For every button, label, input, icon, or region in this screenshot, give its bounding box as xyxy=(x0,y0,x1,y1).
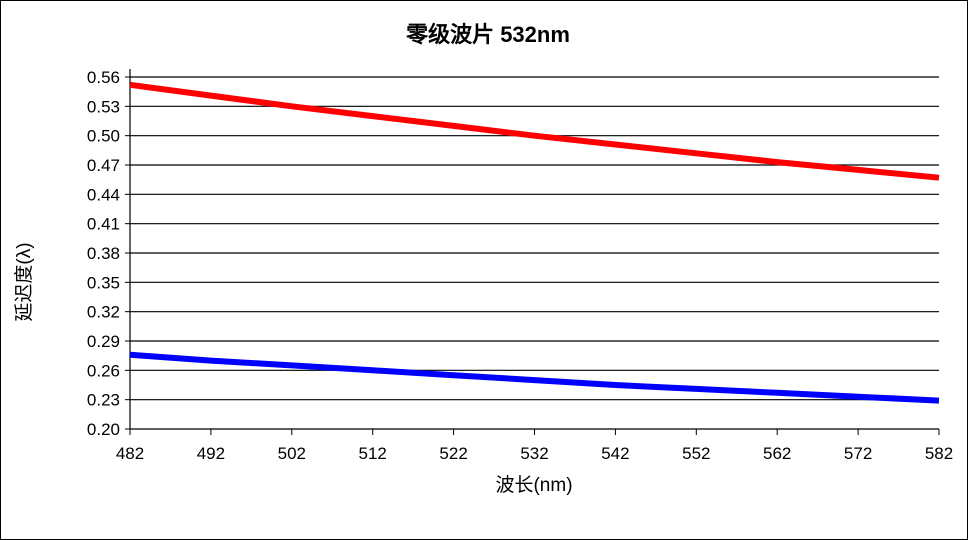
series-lines xyxy=(129,81,940,404)
x-tick-labels: 482 492 502 512 522 532 542 552 562 572 582 xyxy=(116,444,953,463)
x-tick-label: 482 xyxy=(116,444,144,463)
x-tick-label: 502 xyxy=(278,444,306,463)
y-tick-label: 0.47 xyxy=(87,156,120,175)
y-tick-label: 0.56 xyxy=(87,68,120,87)
series-line-blue xyxy=(129,351,940,404)
chart-title: 零级波片 532nm xyxy=(405,22,570,47)
x-tick-label: 532 xyxy=(520,444,548,463)
series-line-red xyxy=(129,81,940,181)
y-tick-label: 0.53 xyxy=(87,97,120,116)
y-tick-label: 0.50 xyxy=(87,127,120,146)
y-tick-label: 0.20 xyxy=(87,420,120,439)
y-tick-label: 0.23 xyxy=(87,391,120,410)
y-tick-label: 0.29 xyxy=(87,332,120,351)
x-tick-label: 582 xyxy=(925,444,953,463)
grid-lines xyxy=(130,76,939,401)
y-tick-label: 0.26 xyxy=(87,361,120,380)
x-tick-label: 512 xyxy=(359,444,387,463)
y-axis-label: 延迟度(λ) xyxy=(13,242,35,321)
x-tick-label: 572 xyxy=(844,444,872,463)
x-tick-label: 492 xyxy=(197,444,225,463)
x-tick-label: 552 xyxy=(682,444,710,463)
x-tick-label: 562 xyxy=(763,444,791,463)
y-tick-labels: 0.20 0.23 0.26 0.29 0.32 0.35 0.38 0.41 0.44 0.47… xyxy=(87,68,120,439)
x-tick-label: 542 xyxy=(601,444,629,463)
y-tick-label: 0.32 xyxy=(87,303,120,322)
y-tick-label: 0.35 xyxy=(87,273,120,292)
y-tick-label: 0.38 xyxy=(87,244,120,263)
axes xyxy=(125,69,940,435)
x-tick-label: 522 xyxy=(439,444,467,463)
y-tick-label: 0.41 xyxy=(87,215,120,234)
x-axis-label: 波长(nm) xyxy=(495,474,572,496)
y-tick-label: 0.44 xyxy=(87,185,120,204)
